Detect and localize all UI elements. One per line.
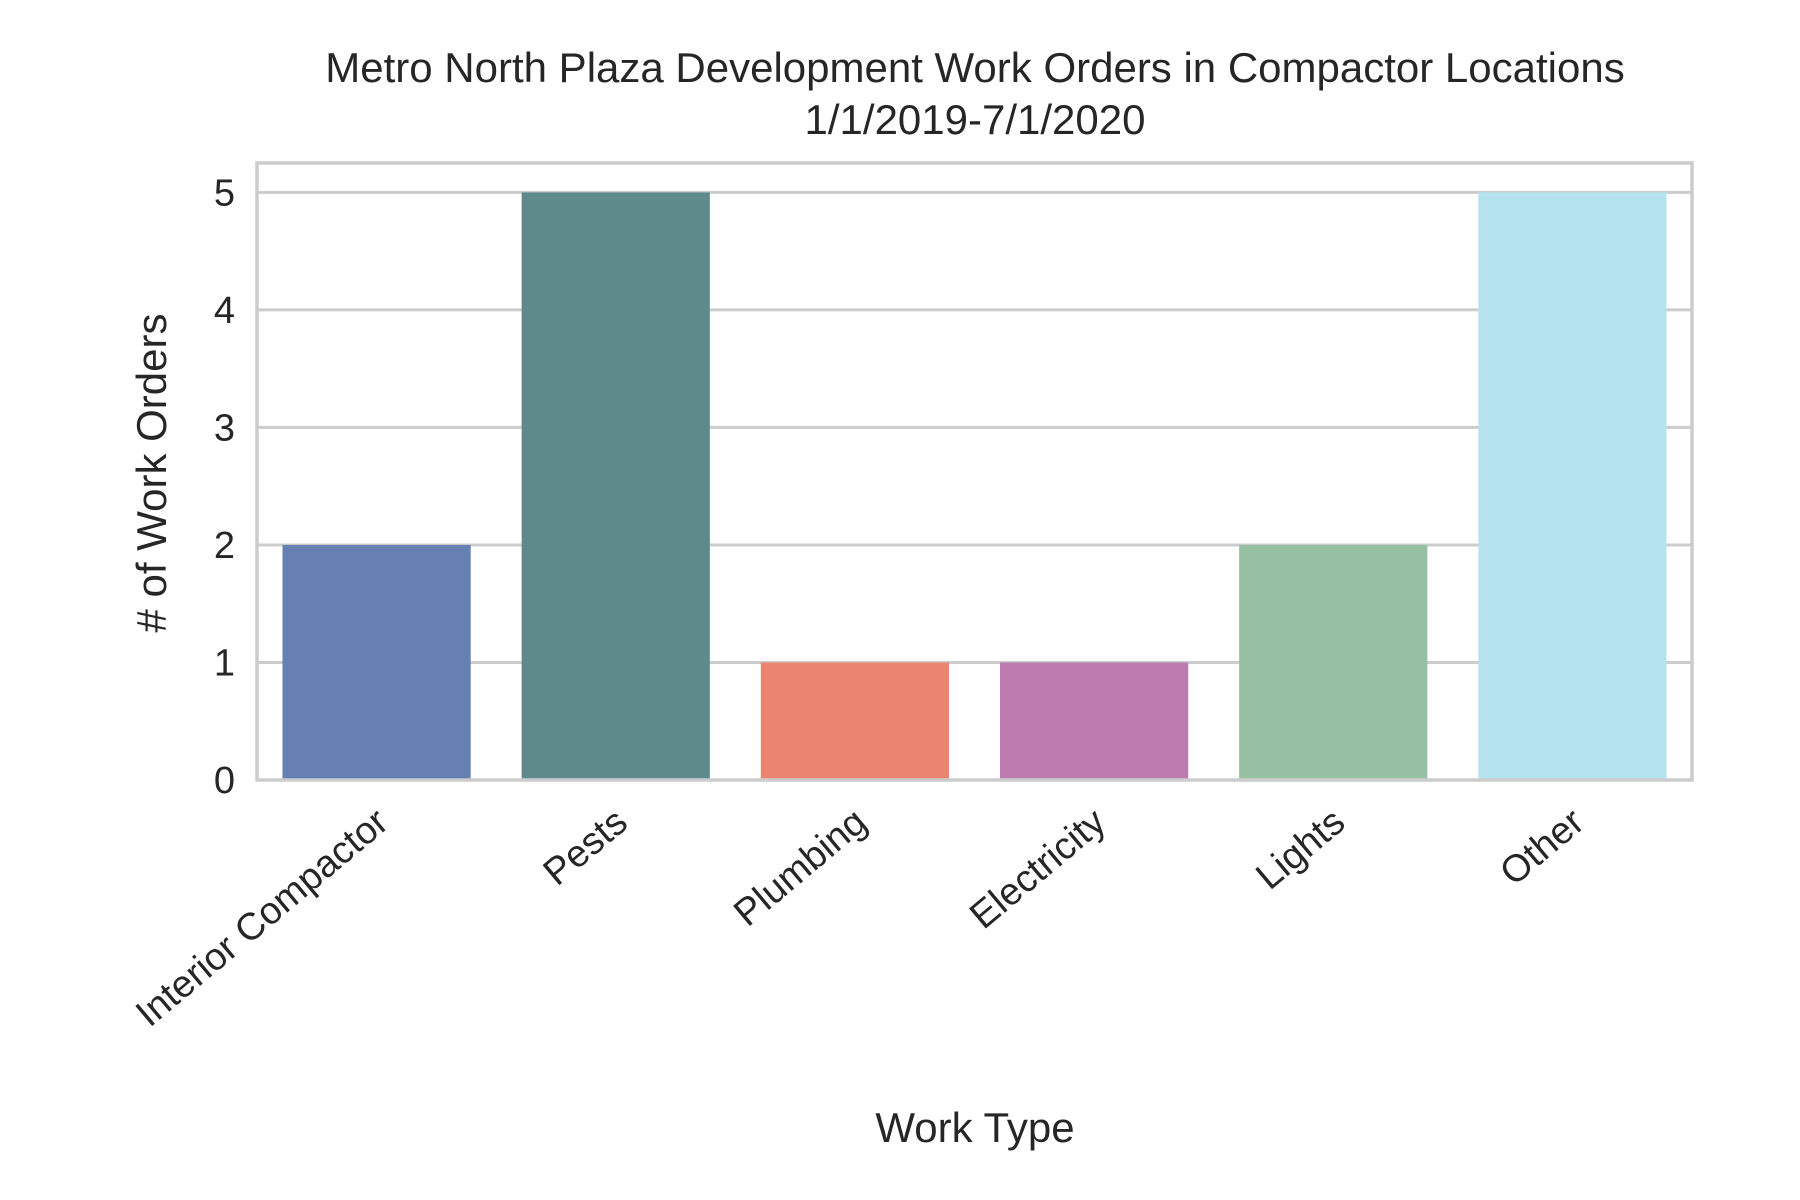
y-tick-label-1: 1	[214, 642, 235, 684]
x-tick-labels: Interior Compactor Pests Plumbing Electrici…	[128, 801, 1592, 1036]
bar-electricity	[999, 662, 1189, 780]
chart-title-line-1: Metro North Plaza Development Work Order…	[325, 44, 1624, 91]
bar-plumbing	[760, 662, 950, 780]
y-tick-labels: 0 1 2 3 4 5	[214, 172, 235, 802]
x-axis-label: Work Type	[875, 1104, 1074, 1151]
y-tick-label-4: 4	[214, 290, 235, 332]
x-tick-label-interior-compactor: Interior Compactor	[128, 801, 396, 1036]
y-tick-label-0: 0	[214, 760, 235, 802]
x-tick-label-lights: Lights	[1248, 801, 1353, 898]
x-tick-label-plumbing: Plumbing	[726, 801, 874, 935]
bar-lights	[1239, 544, 1428, 780]
bar-other	[1478, 192, 1667, 780]
bar-interior-compactor	[282, 544, 471, 780]
bars	[282, 192, 1667, 780]
chart-title: Metro North Plaza Development Work Order…	[325, 44, 1624, 143]
x-tick-label-pests: Pests	[536, 801, 636, 894]
y-axis-label: # of Work Orders	[128, 314, 175, 633]
y-tick-label-3: 3	[214, 407, 235, 449]
x-tick-label-electricity: Electricity	[962, 801, 1114, 938]
grid-lines	[257, 190, 1692, 782]
plot-frame	[255, 161, 1694, 782]
bar-pests	[521, 192, 710, 780]
x-tick-label-other: Other	[1492, 801, 1592, 894]
y-tick-label-2: 2	[214, 525, 235, 567]
y-tick-label-5: 5	[214, 172, 235, 214]
chart-title-line-2: 1/1/2019-7/1/2020	[805, 96, 1146, 143]
